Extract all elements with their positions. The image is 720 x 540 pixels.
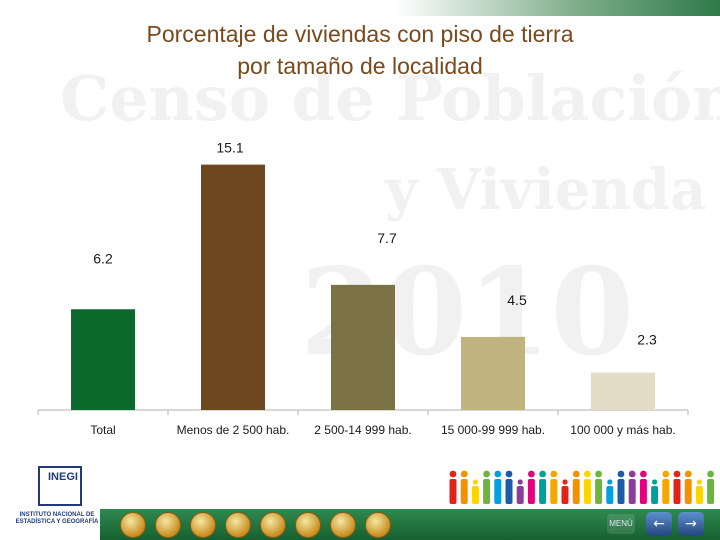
person-head-icon [595,470,602,478]
person-body-icon [494,479,502,504]
nav-circle-icon-5[interactable] [260,512,286,538]
bar-2 [201,164,265,410]
person-head-icon [696,479,702,485]
person-head-icon [662,470,670,478]
person-body-icon [617,479,625,504]
category-label-5: 100 000 y más hab. [570,423,675,437]
inegi-logo-mark [38,466,82,506]
bar-1 [71,309,135,410]
person-head-icon [572,470,580,478]
person-head-icon [449,470,457,478]
chart-title-line-2: por tamaño de localidad [237,53,483,79]
person-body-icon [583,479,591,504]
person-head-icon [684,470,692,478]
person-head-icon [460,470,468,478]
person-body-icon [572,479,580,504]
person-head-icon [607,479,613,485]
person-body-icon [628,479,636,504]
person-body-icon [561,486,569,504]
bar-4 [461,336,525,410]
top-gradient-bar [0,0,720,16]
person-head-icon [483,470,490,478]
person-head-icon [617,470,625,478]
inegi-logo: INEGI INSTITUTO NACIONAL DE ESTADÍSTICA … [12,466,98,526]
person-head-icon [550,470,558,478]
chart-title: Porcentaje de viviendas con piso de tier… [60,18,660,82]
inegi-logo-caption: INSTITUTO NACIONAL DE ESTADÍSTICA Y GEOG… [15,512,99,525]
right-arrow-icon[interactable]: → [678,512,704,536]
data-label-1: 6.2 [93,250,113,266]
person-body-icon [449,479,457,504]
person-head-icon [673,470,681,478]
person-body-icon [460,479,468,504]
data-label-2: 15.1 [216,140,243,156]
person-body-icon [595,479,603,504]
inegi-logo-text: INEGI [48,471,78,483]
person-body-icon [550,479,558,504]
person-body-icon [651,486,659,504]
category-label-1: Total [90,423,115,437]
category-label-3: 2 500-14 999 hab. [314,423,411,437]
bar-3 [331,284,395,410]
nav-circle-icon-1[interactable] [120,512,146,538]
bar-5 [591,372,655,410]
nav-circle-icon-2[interactable] [155,512,181,538]
chart-title-line-1: Porcentaje de viviendas con piso de tier… [146,21,574,47]
data-label-3: 7.7 [377,230,397,246]
person-head-icon [628,470,636,478]
person-body-icon [516,486,524,504]
nav-circle-icon-4[interactable] [225,512,251,538]
person-body-icon [505,479,513,504]
person-head-icon [494,470,502,478]
person-body-icon [684,479,692,504]
category-label-2: Menos de 2 500 hab. [177,423,290,437]
person-head-icon [517,479,523,485]
nav-circle-icon-8[interactable] [365,512,391,538]
left-arrow-icon[interactable]: ← [646,512,672,536]
person-body-icon [639,479,647,504]
category-label-4: 15 000-99 999 hab. [441,423,545,437]
person-body-icon [662,479,670,504]
person-body-icon [471,486,479,504]
person-head-icon [584,470,591,478]
person-head-icon [472,479,478,485]
data-label-4: 4.5 [507,292,527,308]
menu-button[interactable]: MENÚ [607,514,635,534]
person-body-icon [673,479,681,504]
person-body-icon [606,486,614,504]
people-banner-icon [449,470,715,504]
nav-circle-icon-7[interactable] [330,512,356,538]
person-head-icon [539,470,546,478]
nav-circle-icon-3[interactable] [190,512,216,538]
person-head-icon [562,479,568,485]
person-body-icon [539,479,547,504]
person-head-icon [707,470,714,478]
data-label-5: 2.3 [637,332,657,348]
person-body-icon [527,479,535,504]
person-body-icon [707,479,715,504]
person-head-icon [505,470,513,478]
nav-circle-icon-6[interactable] [295,512,321,538]
person-body-icon [695,486,703,504]
person-head-icon [528,470,535,478]
person-head-icon [640,470,647,478]
person-body-icon [483,479,491,504]
person-head-icon [652,479,658,485]
